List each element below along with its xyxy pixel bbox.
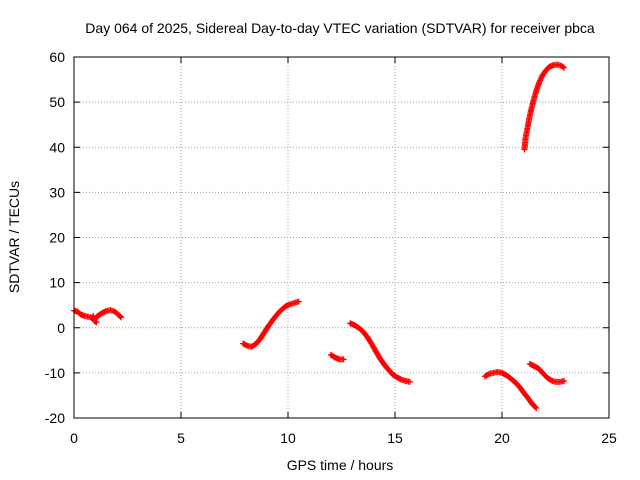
x-axis-label: GPS time / hours bbox=[287, 457, 394, 473]
data-point bbox=[118, 314, 125, 321]
data-series-arc-2 bbox=[90, 313, 100, 326]
y-tick-label: -10 bbox=[45, 365, 65, 381]
data-series-arc-8 bbox=[521, 61, 568, 153]
data-point bbox=[537, 76, 544, 83]
data-point bbox=[92, 318, 99, 325]
data-series-arc-5 bbox=[347, 320, 413, 385]
x-tick-label: 20 bbox=[494, 430, 510, 446]
data-point bbox=[340, 356, 347, 363]
x-axis-ticks: 0 5 10 15 20 25 bbox=[70, 57, 617, 446]
y-tick-label: 0 bbox=[57, 320, 65, 336]
y-tick-label: 10 bbox=[49, 275, 65, 291]
x-tick-label: 25 bbox=[601, 430, 617, 446]
data-point bbox=[93, 319, 100, 326]
data-series-arc-3 bbox=[240, 298, 302, 350]
x-tick-label: 15 bbox=[387, 430, 403, 446]
data-point bbox=[559, 63, 566, 70]
x-tick-label: 5 bbox=[177, 430, 185, 446]
y-tick-label: 30 bbox=[49, 184, 65, 200]
y-tick-label: -20 bbox=[45, 410, 65, 426]
y-axis-ticks: -20 -10 0 10 20 30 40 50 60 bbox=[45, 49, 609, 426]
data-point bbox=[561, 64, 568, 71]
y-tick-label: 40 bbox=[49, 139, 65, 155]
data-series-arc-7 bbox=[526, 360, 568, 385]
data-point bbox=[538, 74, 545, 81]
data-point bbox=[561, 377, 568, 384]
data-point bbox=[295, 298, 302, 305]
data-point bbox=[532, 404, 539, 411]
data-series-arc-4 bbox=[327, 351, 347, 363]
y-tick-label: 50 bbox=[49, 94, 65, 110]
data-point bbox=[406, 378, 413, 385]
plot-area bbox=[71, 61, 568, 412]
data-series-arc-1 bbox=[71, 307, 125, 322]
data-point bbox=[533, 405, 540, 412]
data-point bbox=[117, 313, 124, 320]
data-series-arc-6 bbox=[481, 368, 540, 412]
x-tick-label: 10 bbox=[280, 430, 296, 446]
y-tick-label: 20 bbox=[49, 230, 65, 246]
grid bbox=[74, 57, 609, 418]
data-point bbox=[536, 78, 543, 85]
chart-title: Day 064 of 2025, Sidereal Day-to-day VTE… bbox=[85, 20, 595, 36]
y-tick-label: 60 bbox=[49, 49, 65, 65]
y-axis-label: SDTVAR / TECUs bbox=[6, 181, 22, 293]
x-tick-label: 0 bbox=[70, 430, 78, 446]
data-point bbox=[537, 77, 544, 84]
